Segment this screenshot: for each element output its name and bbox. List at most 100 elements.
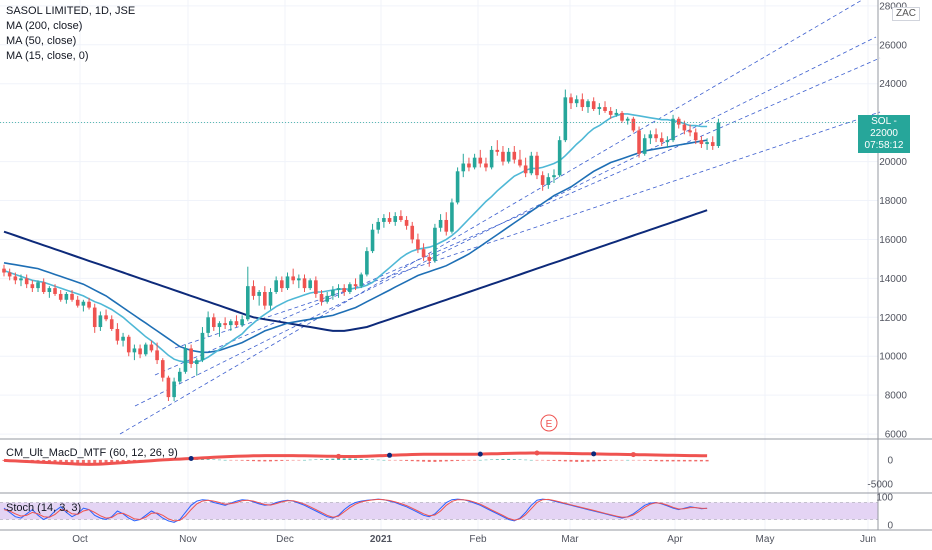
- macd-histogram-bar: [365, 459, 369, 460]
- candle-body: [552, 175, 556, 178]
- candle-body: [115, 328, 120, 341]
- y-tick-label: 28000: [879, 1, 907, 12]
- macd-histogram-bar: [263, 459, 267, 462]
- currency-scale-button[interactable]: ZAC: [892, 7, 920, 21]
- candle-body: [331, 290, 335, 296]
- candle-body: [586, 101, 590, 108]
- candle-body: [24, 278, 29, 285]
- macd-cross-dot: [591, 451, 597, 457]
- legend-ma15[interactable]: MA (15, close, 0): [6, 50, 89, 62]
- macd-histogram-bar: [512, 459, 516, 460]
- y-tick-label: 6000: [885, 430, 908, 441]
- macd-histogram-bar: [268, 459, 272, 462]
- macd-histogram-bar: [507, 458, 511, 460]
- candle-body: [546, 177, 551, 185]
- macd-histogram-bar: [569, 459, 573, 462]
- macd-histogram-bar: [240, 459, 244, 461]
- macd-histogram-bar: [427, 459, 431, 462]
- candle-body: [608, 110, 613, 115]
- macd-histogram-bar: [444, 459, 448, 462]
- x-tick-label: Jun: [860, 534, 876, 545]
- x-tick-label: Oct: [72, 534, 88, 545]
- macd-cross-dot: [188, 455, 194, 461]
- stoch-label[interactable]: Stoch (14, 3, 3): [6, 502, 82, 514]
- macd-histogram-bar: [331, 458, 335, 460]
- candle-body: [149, 344, 154, 351]
- candle-body: [574, 99, 579, 104]
- channel-line: [174, 111, 881, 349]
- candle-body: [53, 288, 57, 294]
- y-tick-label: 14000: [879, 274, 907, 285]
- legend-ma200[interactable]: MA (200, close): [6, 20, 83, 32]
- ma200-line: [3, 209, 708, 332]
- candle-body: [7, 272, 12, 277]
- macd-histogram-bar: [575, 459, 579, 462]
- candle-body: [234, 321, 239, 326]
- candle-body: [166, 377, 171, 398]
- x-tick-label: Mar: [561, 534, 579, 545]
- macd-label[interactable]: CM_Ult_MacD_MTF (60, 12, 26, 9): [6, 447, 178, 459]
- candle-body: [365, 251, 369, 275]
- macd-histogram-bar: [433, 459, 437, 462]
- legend-ma50[interactable]: MA (50, close): [6, 35, 77, 47]
- stoch-tick-label: 100: [876, 492, 893, 503]
- macd-histogram-bar: [648, 459, 652, 461]
- macd-histogram-bar: [677, 459, 681, 462]
- candle-body: [297, 278, 301, 281]
- candle-body: [268, 292, 273, 306]
- macd-histogram-bar: [274, 459, 278, 462]
- candle-body: [438, 219, 443, 228]
- macd-pane: [2, 450, 709, 466]
- symbol-title[interactable]: SASOL LIMITED, 1D, JSE: [6, 5, 136, 17]
- macd-histogram-bar: [359, 458, 363, 460]
- macd-histogram-bar: [121, 459, 125, 462]
- macd-histogram-bar: [217, 459, 221, 461]
- candle-body: [200, 332, 205, 361]
- macd-histogram-bar: [626, 459, 630, 461]
- candle-body: [325, 295, 329, 302]
- candle-body: [399, 216, 403, 220]
- candle-body: [217, 323, 222, 328]
- candle-body: [36, 282, 40, 289]
- candle-body: [563, 97, 568, 141]
- candle-body: [70, 293, 74, 300]
- candle-body: [682, 124, 687, 131]
- candle-body: [308, 280, 312, 289]
- candle-body: [693, 132, 698, 141]
- macd-histogram-bar: [688, 459, 692, 462]
- macd-histogram-bar: [104, 459, 108, 464]
- stoch-band: [0, 502, 878, 520]
- macd-histogram-bar: [393, 459, 397, 461]
- macd-histogram-bar: [110, 459, 114, 463]
- candle-body: [654, 134, 658, 139]
- macd-histogram-bar: [234, 459, 238, 461]
- macd-histogram-bar: [127, 459, 131, 462]
- x-tick-label: 2021: [370, 534, 393, 545]
- macd-histogram-bar: [399, 459, 403, 461]
- macd-histogram-bar: [388, 459, 392, 461]
- channel-line: [154, 57, 881, 376]
- symbol-price-label: SOL - 22000: [870, 116, 898, 139]
- macd-histogram-bar: [546, 459, 550, 461]
- candle-body: [597, 107, 602, 110]
- candle-body: [92, 307, 97, 328]
- candle-body: [710, 142, 715, 146]
- macd-histogram-bar: [620, 459, 624, 461]
- macd-histogram-bar: [467, 459, 471, 461]
- candle-body: [246, 286, 250, 320]
- channel-line: [134, 36, 877, 407]
- candle-body: [194, 360, 199, 365]
- macd-histogram-bar: [654, 459, 658, 462]
- macd-histogram-bar: [495, 459, 499, 460]
- candle-body: [172, 381, 176, 398]
- macd-histogram-bar: [450, 459, 454, 462]
- candle-body: [518, 159, 522, 166]
- candle-body: [427, 256, 432, 261]
- macd-histogram-bar: [592, 459, 596, 462]
- stoch-pane: [0, 498, 878, 523]
- macd-histogram-bar: [257, 459, 261, 462]
- earnings-marker[interactable]: E: [540, 414, 558, 432]
- macd-histogram-bar: [342, 458, 346, 460]
